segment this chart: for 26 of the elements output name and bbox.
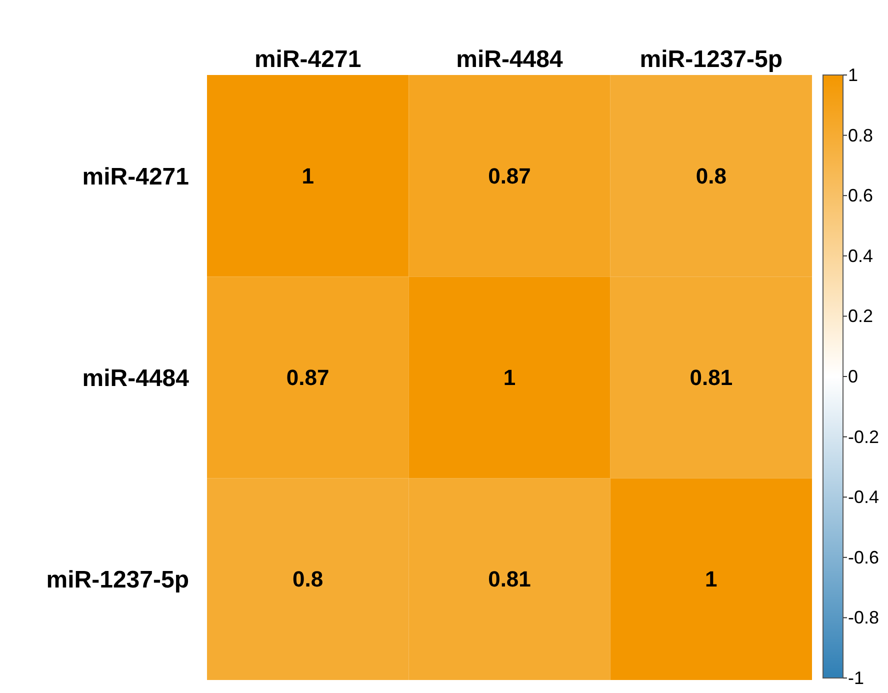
y-tick-label: miR-1237-5p (46, 566, 189, 594)
color-bar-label: -0.4 (848, 487, 880, 508)
color-bar-label: -0.8 (848, 608, 880, 628)
color-bar-label: 0 (848, 366, 858, 386)
color-bar-label: 0.8 (848, 125, 874, 146)
x-tick-label: miR-4484 (456, 46, 564, 73)
color-bar-label: -0.2 (848, 426, 880, 447)
data-label: 0.8 (696, 163, 726, 188)
x-tick-label: miR-1237-5p (640, 46, 783, 73)
data-label: 0.87 (488, 163, 531, 188)
data-label: 1 (302, 163, 314, 188)
y-tick-label: miR-4271 (82, 163, 189, 190)
data-label: 1 (705, 566, 718, 592)
data-label: 0.87 (286, 365, 330, 390)
color-bar-label: 0.6 (848, 186, 874, 206)
data-label: 0.81 (488, 566, 531, 592)
data-label: 1 (503, 365, 516, 390)
color-bar-label: 0.2 (848, 306, 874, 326)
x-tick-label: miR-4271 (254, 46, 362, 73)
color-bar-label: -1 (848, 668, 864, 688)
color-bar-label: 0.4 (848, 246, 874, 266)
color-bar-label: 1 (848, 65, 858, 85)
data-label: 0.8 (292, 566, 324, 592)
data-label: 0.81 (690, 365, 733, 390)
y-tick-label: miR-4484 (82, 365, 190, 392)
color-bar-label: -0.6 (848, 547, 880, 568)
